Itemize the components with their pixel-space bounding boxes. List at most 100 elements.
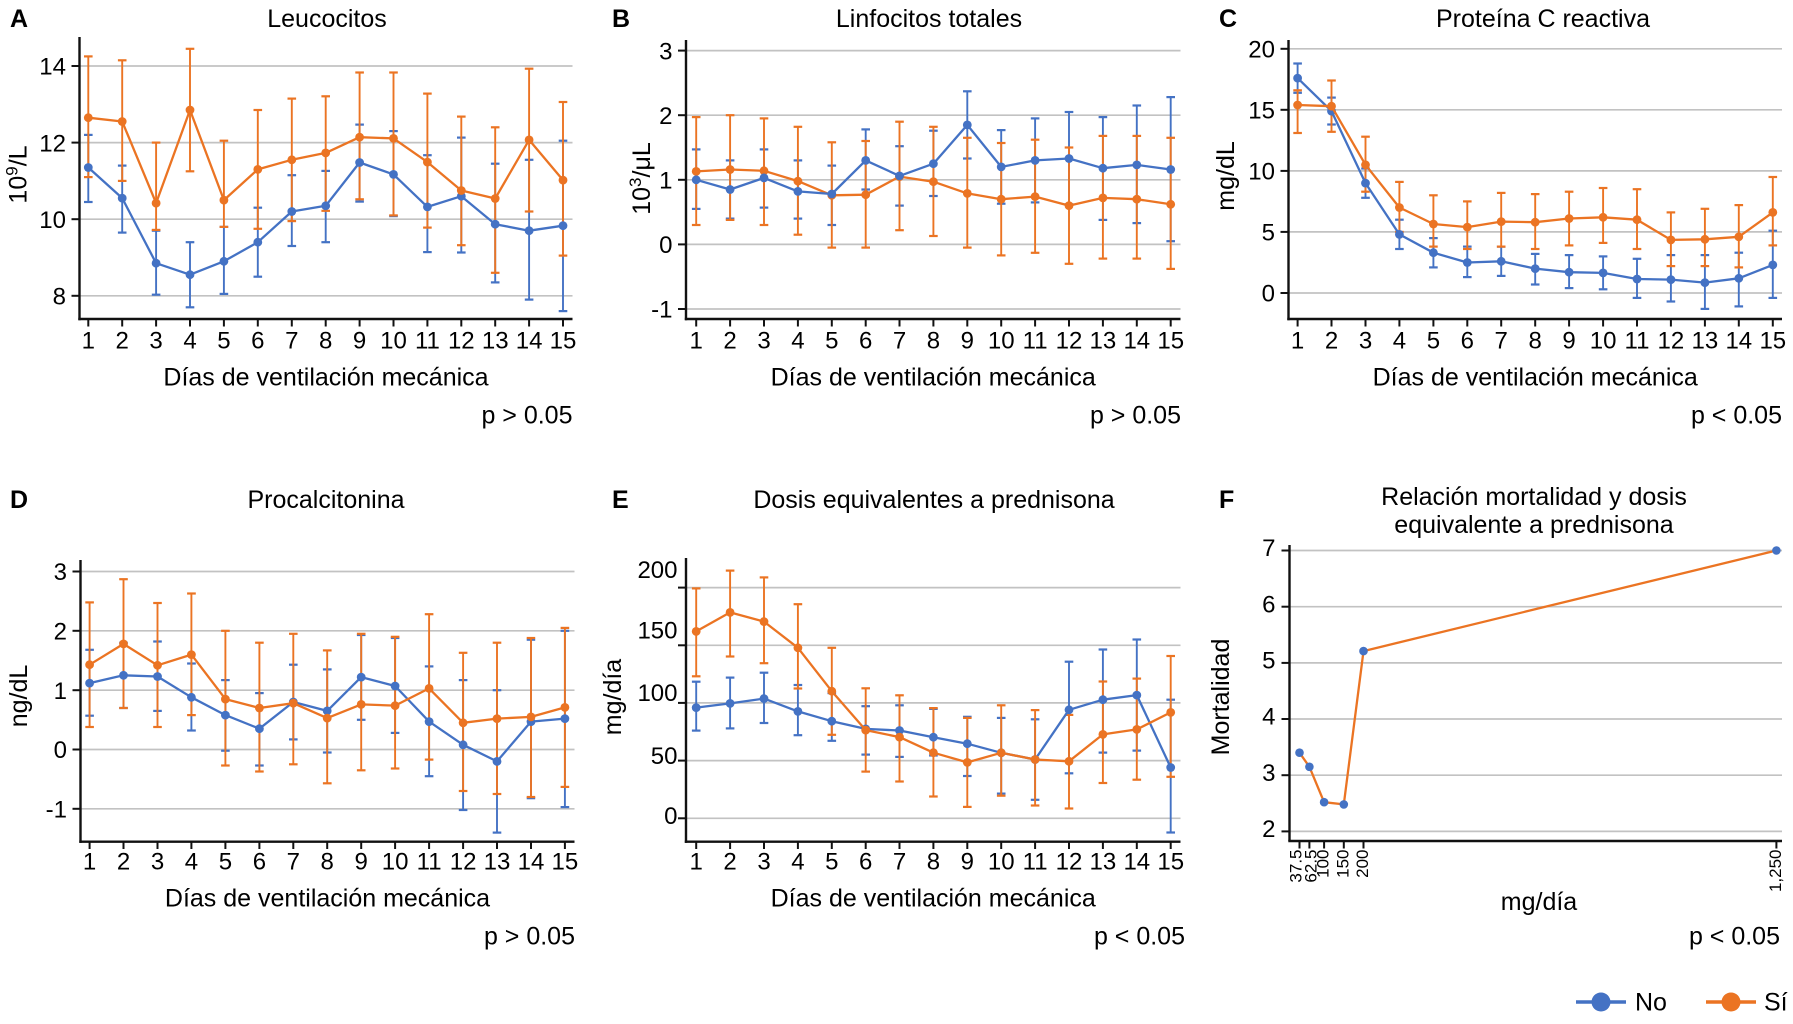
svg-text:p > 0.05: p > 0.05 <box>484 923 575 951</box>
svg-text:0: 0 <box>659 232 672 259</box>
svg-text:mg/día: mg/día <box>1501 888 1578 916</box>
svg-text:14: 14 <box>516 328 543 355</box>
svg-text:3: 3 <box>757 328 770 355</box>
svg-text:37.5: 37.5 <box>1287 850 1306 883</box>
svg-text:12: 12 <box>1658 328 1685 355</box>
svg-text:Linfocitos totales: Linfocitos totales <box>836 5 1022 33</box>
svg-text:Días de ventilación mecánica: Días de ventilación mecánica <box>163 364 488 392</box>
svg-text:2: 2 <box>1325 328 1338 355</box>
svg-text:11: 11 <box>1625 328 1650 355</box>
svg-text:D: D <box>10 486 28 514</box>
svg-text:103/μL: 103/μL <box>626 142 656 215</box>
svg-text:13: 13 <box>484 848 511 875</box>
svg-text:6: 6 <box>1461 328 1474 355</box>
svg-text:3: 3 <box>659 38 672 65</box>
svg-text:109/L: 109/L <box>3 145 33 203</box>
svg-text:equivalente a prednisona: equivalente a prednisona <box>1394 511 1673 539</box>
svg-text:Procalcitonina: Procalcitonina <box>247 486 404 514</box>
svg-text:10: 10 <box>382 848 409 875</box>
svg-text:14: 14 <box>39 54 66 81</box>
svg-text:14: 14 <box>1123 328 1150 355</box>
svg-text:7: 7 <box>1495 328 1508 355</box>
svg-text:10: 10 <box>39 207 66 234</box>
svg-text:1: 1 <box>690 328 703 355</box>
svg-text:10: 10 <box>1590 328 1617 355</box>
svg-text:-1: -1 <box>46 797 67 824</box>
svg-text:10: 10 <box>988 848 1015 875</box>
svg-text:1: 1 <box>83 848 96 875</box>
svg-text:0: 0 <box>54 737 67 764</box>
svg-text:0: 0 <box>664 803 677 830</box>
svg-text:13: 13 <box>482 328 509 355</box>
svg-text:mg/dL: mg/dL <box>1212 141 1240 211</box>
svg-text:3: 3 <box>54 559 67 586</box>
svg-text:50: 50 <box>651 743 678 770</box>
svg-text:5: 5 <box>1427 328 1440 355</box>
svg-text:3: 3 <box>151 848 164 875</box>
svg-text:8: 8 <box>319 328 332 355</box>
svg-text:200: 200 <box>1353 850 1372 878</box>
svg-text:4: 4 <box>791 848 804 875</box>
svg-text:10: 10 <box>1248 159 1275 186</box>
svg-text:4: 4 <box>1393 328 1406 355</box>
svg-text:7: 7 <box>1262 535 1275 562</box>
svg-text:10: 10 <box>380 328 407 355</box>
svg-text:11: 11 <box>415 328 440 355</box>
svg-text:0: 0 <box>1262 281 1275 308</box>
svg-text:7: 7 <box>893 328 906 355</box>
svg-text:13: 13 <box>1090 328 1117 355</box>
svg-text:p < 0.05: p < 0.05 <box>1689 923 1780 951</box>
svg-text:6: 6 <box>859 848 872 875</box>
svg-text:1: 1 <box>82 328 95 355</box>
svg-text:ng/dL: ng/dL <box>5 665 33 728</box>
svg-text:Dosis equivalentes a prednison: Dosis equivalentes a prednisona <box>753 486 1114 514</box>
svg-text:Proteína C reactiva: Proteína C reactiva <box>1436 5 1650 33</box>
svg-text:4: 4 <box>183 328 196 355</box>
svg-text:Días de ventilación mecánica: Días de ventilación mecánica <box>771 885 1096 913</box>
svg-text:7: 7 <box>893 848 906 875</box>
svg-text:2: 2 <box>54 619 67 646</box>
svg-text:9: 9 <box>961 848 974 875</box>
svg-text:p < 0.05: p < 0.05 <box>1691 402 1782 430</box>
svg-text:E: E <box>612 486 629 514</box>
svg-text:Días de ventilación mecánica: Días de ventilación mecánica <box>165 885 490 913</box>
svg-text:11: 11 <box>1023 848 1048 875</box>
svg-text:No: No <box>1635 989 1667 1017</box>
svg-text:150: 150 <box>1333 850 1352 878</box>
svg-text:2: 2 <box>723 328 736 355</box>
svg-text:11: 11 <box>1023 328 1048 355</box>
svg-text:14: 14 <box>518 848 545 875</box>
svg-text:150: 150 <box>637 618 677 645</box>
svg-text:7: 7 <box>285 328 298 355</box>
svg-text:2: 2 <box>659 103 672 130</box>
svg-text:2: 2 <box>723 848 736 875</box>
svg-text:5: 5 <box>825 328 838 355</box>
svg-text:100: 100 <box>1314 850 1333 878</box>
svg-text:5: 5 <box>1262 220 1275 247</box>
svg-text:9: 9 <box>961 328 974 355</box>
svg-text:1: 1 <box>54 678 67 705</box>
svg-text:p < 0.05: p < 0.05 <box>1094 923 1185 951</box>
svg-text:4: 4 <box>791 328 804 355</box>
svg-text:4: 4 <box>185 848 198 875</box>
svg-text:15: 15 <box>550 328 577 355</box>
svg-text:2: 2 <box>117 848 130 875</box>
svg-text:Leucocitos: Leucocitos <box>267 5 387 33</box>
svg-text:Relación mortalidad y dosis: Relación mortalidad y dosis <box>1381 483 1687 511</box>
svg-text:5: 5 <box>219 848 232 875</box>
svg-text:5: 5 <box>825 848 838 875</box>
svg-text:6: 6 <box>1262 591 1275 618</box>
svg-text:9: 9 <box>353 328 366 355</box>
svg-text:100: 100 <box>637 680 677 707</box>
svg-text:6: 6 <box>253 848 266 875</box>
svg-text:2: 2 <box>116 328 129 355</box>
svg-text:p > 0.05: p > 0.05 <box>1090 402 1181 430</box>
svg-text:1,250: 1,250 <box>1766 850 1785 893</box>
svg-text:12: 12 <box>39 130 66 157</box>
svg-text:15: 15 <box>1157 328 1184 355</box>
svg-text:8: 8 <box>1529 328 1542 355</box>
svg-text:9: 9 <box>355 848 368 875</box>
svg-text:1: 1 <box>1291 328 1304 355</box>
svg-text:13: 13 <box>1090 848 1117 875</box>
svg-text:10: 10 <box>988 328 1015 355</box>
